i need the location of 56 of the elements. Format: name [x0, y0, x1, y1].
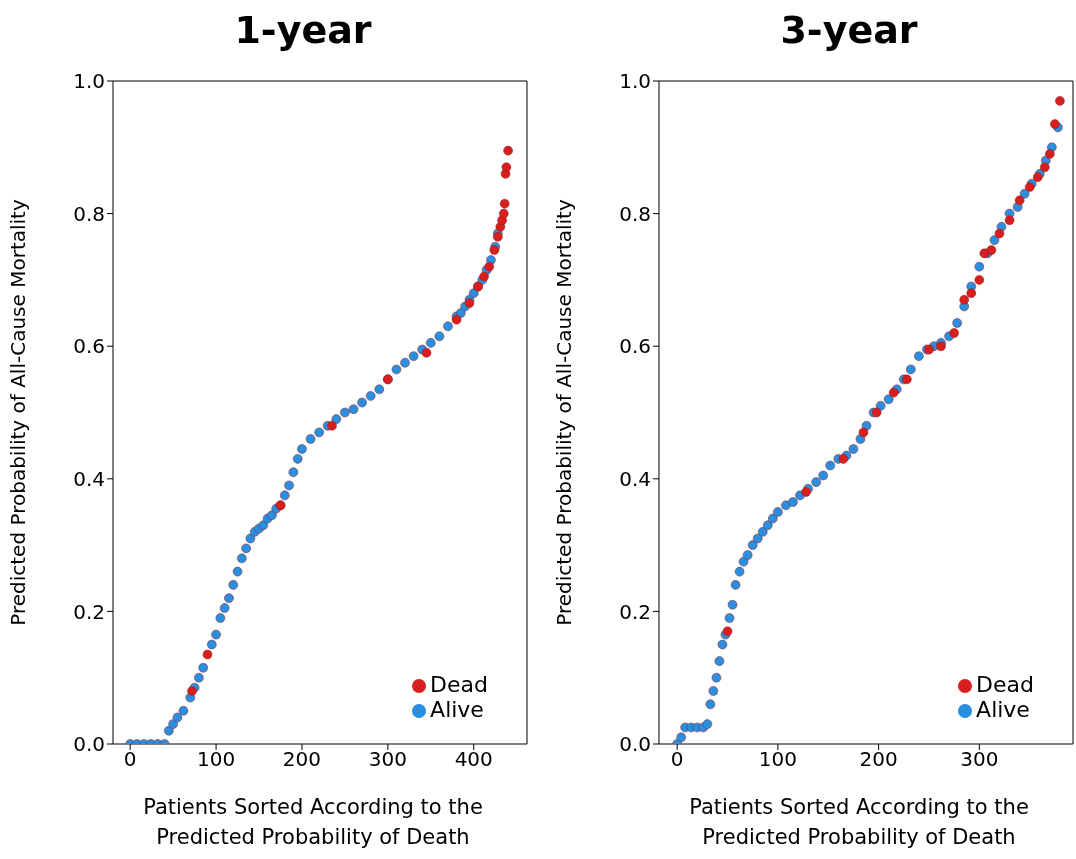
point [187, 686, 197, 696]
legend-label: Dead [976, 672, 1034, 697]
point [966, 288, 977, 298]
y-tick-label: 0.8 [619, 201, 651, 226]
point [949, 328, 959, 338]
y-tick-label: 0.2 [619, 599, 651, 624]
y-tick-label: 0.4 [619, 466, 651, 491]
y-tick-label: 0.2 [73, 599, 105, 624]
point [838, 454, 849, 464]
point [421, 348, 432, 358]
point [327, 421, 337, 431]
legend-label: Alive [430, 697, 484, 722]
x-tick-label: 0 [670, 747, 684, 772]
y-tick-label: 0.6 [73, 334, 105, 359]
y-tick-label: 0.6 [619, 334, 651, 359]
x-tick-label: 100 [758, 747, 797, 772]
point [1040, 162, 1050, 172]
point [202, 649, 213, 660]
legend-label: Dead [430, 672, 488, 697]
x-tick-label: 100 [196, 747, 236, 772]
x-tick-label: 200 [859, 747, 898, 772]
legend-label: Alive [976, 697, 1030, 722]
point [959, 295, 969, 305]
point [501, 162, 512, 172]
point [499, 208, 509, 219]
point [1055, 96, 1065, 106]
point [484, 261, 494, 272]
y-tick-label: 0.0 [619, 732, 651, 757]
point [1004, 215, 1015, 225]
point [858, 427, 869, 438]
x-tick-label: 400 [454, 747, 493, 772]
x-axis-title: Patients Sorted According to the Predicted Probability of Death [688, 794, 1030, 852]
point [479, 271, 489, 282]
y-tick-label: 0.4 [73, 466, 105, 491]
x-tick-label: 200 [282, 747, 322, 772]
chart-title: 3-year [779, 8, 919, 54]
point [499, 198, 510, 209]
y-tick-label: 1.0 [73, 69, 105, 94]
x-axis-title: Patients Sorted According to the Predicted Probability of Death [142, 794, 484, 852]
x-tick-label: 300 [368, 747, 407, 772]
y-axis-title: Predicted Probability of All-Cause Mortality [552, 199, 577, 626]
point [986, 245, 997, 255]
y-tick-label: 0.0 [73, 732, 105, 757]
x-tick-label: 0 [123, 747, 137, 772]
y-tick-label: 1.0 [619, 69, 651, 94]
point [994, 228, 1005, 239]
y-axis-title: Predicted Probability of All-Cause Mortality [6, 199, 31, 626]
point [974, 275, 985, 285]
point [503, 145, 513, 156]
point [493, 232, 503, 242]
point [1045, 149, 1055, 159]
point [1050, 119, 1060, 129]
chart-title: 1-year [233, 8, 373, 54]
x-tick-label: 300 [960, 747, 999, 772]
y-tick-label: 0.8 [73, 201, 105, 226]
point [1014, 195, 1025, 206]
